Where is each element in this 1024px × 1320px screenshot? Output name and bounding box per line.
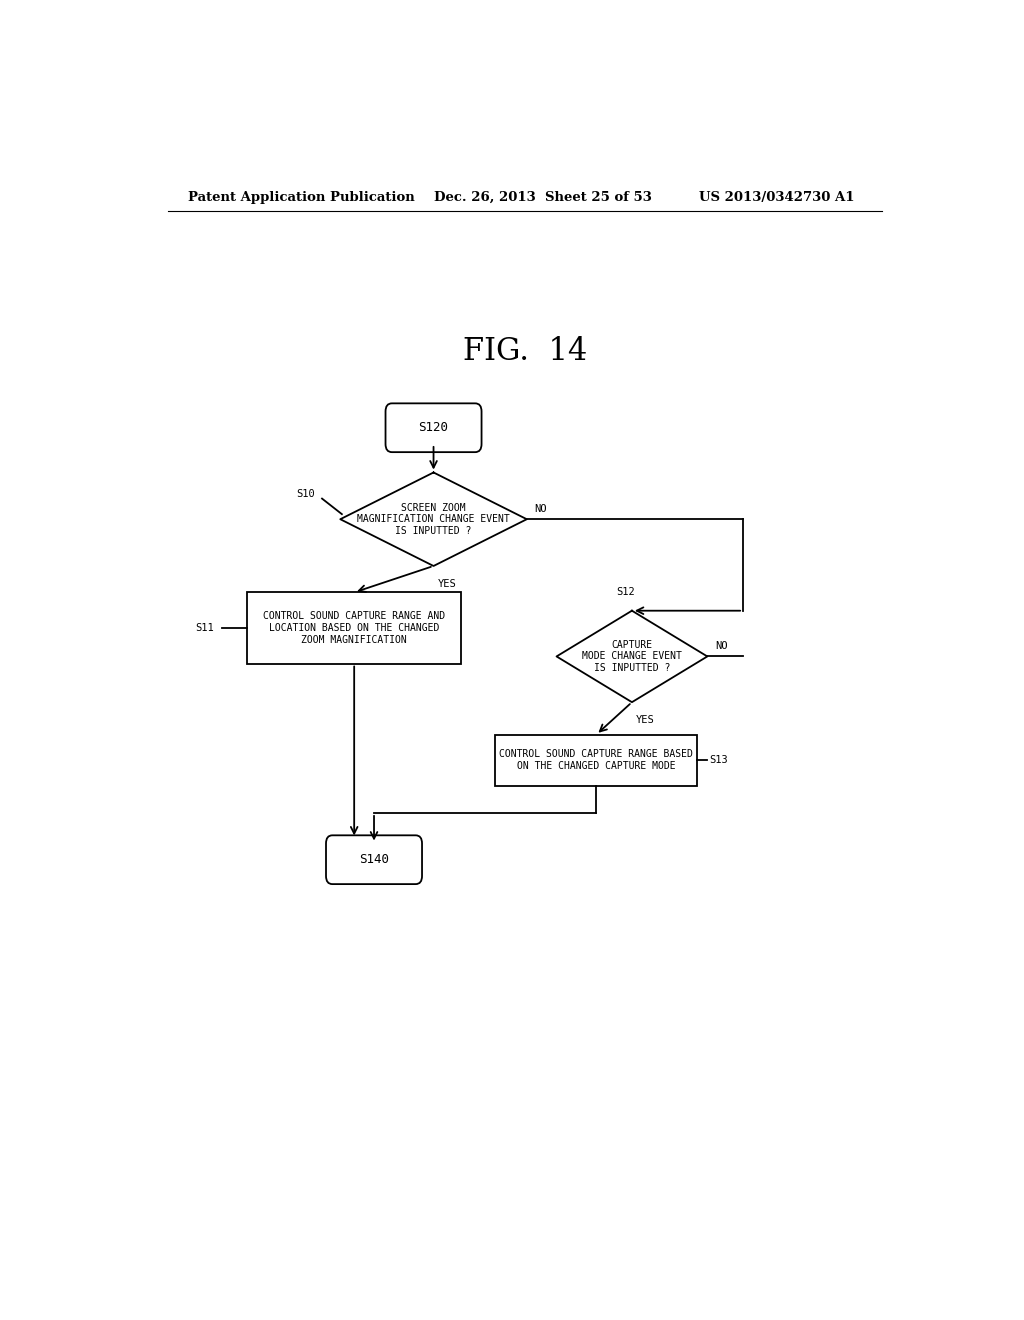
Text: S11: S11 <box>196 623 214 634</box>
Text: Dec. 26, 2013  Sheet 25 of 53: Dec. 26, 2013 Sheet 25 of 53 <box>433 190 651 203</box>
Text: Patent Application Publication: Patent Application Publication <box>187 190 415 203</box>
Bar <box>247 593 461 664</box>
Text: US 2013/0342730 A1: US 2013/0342730 A1 <box>699 190 855 203</box>
Text: S12: S12 <box>616 587 635 598</box>
Text: S13: S13 <box>710 755 728 766</box>
Text: CAPTURE
MODE CHANGE EVENT
IS INPUTTED ?: CAPTURE MODE CHANGE EVENT IS INPUTTED ? <box>582 640 682 673</box>
Text: YES: YES <box>437 579 457 589</box>
Text: S120: S120 <box>419 421 449 434</box>
Text: CONTROL SOUND CAPTURE RANGE AND
LOCATION BASED ON THE CHANGED
ZOOM MAGNIFICATION: CONTROL SOUND CAPTURE RANGE AND LOCATION… <box>263 611 445 644</box>
FancyBboxPatch shape <box>326 836 422 884</box>
FancyBboxPatch shape <box>385 404 481 453</box>
Text: S140: S140 <box>359 853 389 866</box>
Text: NO: NO <box>535 504 547 513</box>
Text: YES: YES <box>636 715 654 726</box>
Text: SCREEN ZOOM
MAGNIFICATION CHANGE EVENT
IS INPUTTED ?: SCREEN ZOOM MAGNIFICATION CHANGE EVENT I… <box>357 503 510 536</box>
Text: NO: NO <box>715 642 728 651</box>
Text: CONTROL SOUND CAPTURE RANGE BASED
ON THE CHANGED CAPTURE MODE: CONTROL SOUND CAPTURE RANGE BASED ON THE… <box>500 750 693 771</box>
Text: FIG.  14: FIG. 14 <box>463 337 587 367</box>
Text: S10: S10 <box>297 488 315 499</box>
Bar <box>495 735 697 785</box>
